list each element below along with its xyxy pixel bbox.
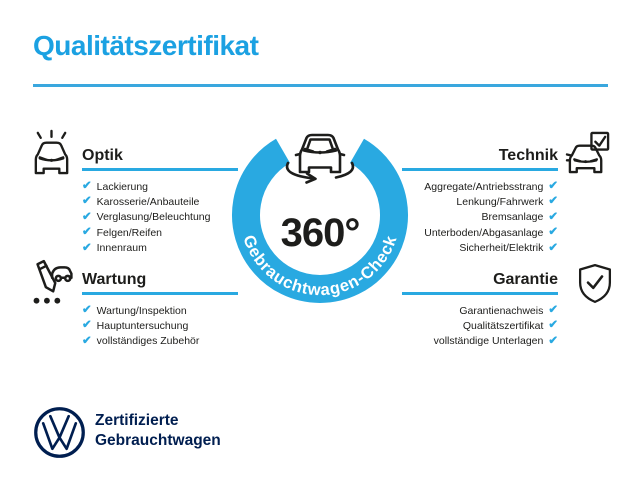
check-icon: ✔ xyxy=(82,241,92,254)
check-icon: ✔ xyxy=(82,303,92,316)
checklist-item-label: Sicherheit/Elektrik xyxy=(459,242,544,255)
checklist-item: Aggregate/Antriebsstrang ✔ xyxy=(342,179,558,194)
page-title: Qualitätszertifikat xyxy=(33,30,259,61)
section-heading-technik: Technik xyxy=(498,147,558,164)
checklist-item: ✔ Hauptuntersuchung xyxy=(82,318,199,333)
garantie-divider xyxy=(402,292,558,295)
footer-line-2: Gebrauchtwagen xyxy=(95,432,221,449)
checklist-item: Qualitätszertifikat ✔ xyxy=(342,318,558,333)
wartung-divider xyxy=(82,292,238,295)
checklist-item-label: Hauptuntersuchung xyxy=(96,320,189,333)
checklist-item-label: Verglasung/Beleuchtung xyxy=(96,211,211,224)
footer-line-1: Zertifizierte xyxy=(95,412,179,429)
optik-checklist: ✔ Lackierung ✔ Karosserie/Anbauteile ✔ Verg… xyxy=(82,179,210,256)
wartung-checklist: ✔ Wartung/Inspektion ✔ Hauptuntersuchung ✔… xyxy=(82,303,199,349)
check-icon: ✔ xyxy=(548,303,558,316)
checklist-item-label: Unterboden/Abgasanlage xyxy=(424,226,544,239)
check-icon: ✔ xyxy=(548,226,558,239)
checklist-item: Bremsanlage ✔ xyxy=(342,210,558,225)
garantie-checklist: Garantienachweis ✔ Qualitätszertifikat ✔ v… xyxy=(342,303,558,349)
badge-ring xyxy=(232,138,408,303)
checklist-item-label: Lenkung/Fahrwerk xyxy=(456,196,544,209)
car-shine-icon xyxy=(34,129,69,175)
check-icon: ✔ xyxy=(82,179,92,192)
check-icon: ✔ xyxy=(82,319,92,332)
checklist-item-label: Felgen/Reifen xyxy=(96,226,163,239)
checklist-item-label: Wartung/Inspektion xyxy=(96,304,187,317)
checklist-item: ✔ Felgen/Reifen xyxy=(82,225,210,240)
checklist-item: ✔ Lackierung xyxy=(82,179,210,194)
checklist-item-label: Lackierung xyxy=(96,180,149,193)
checklist-item-label: vollständiges Zubehör xyxy=(96,335,200,348)
checklist-item: Unterboden/Abgasanlage ✔ xyxy=(342,225,558,240)
section-heading-garantie: Garantie xyxy=(493,271,558,288)
checklist-item: ✔ Wartung/Inspektion xyxy=(82,303,199,318)
360-check-badge: Gebrauchtwagen-Check 360° xyxy=(232,133,408,303)
shield-check-icon xyxy=(578,263,612,304)
section-heading-wartung: Wartung xyxy=(82,271,147,288)
check-icon: ✔ xyxy=(82,195,92,208)
footer-brand-text: Zertifizierte Gebrauchtwagen xyxy=(95,411,221,451)
checklist-item-label: Qualitätszertifikat xyxy=(462,320,544,333)
check-icon: ✔ xyxy=(82,226,92,239)
checklist-item-label: Karosserie/Anbauteile xyxy=(96,196,200,209)
checklist-item-label: Garantienachweis xyxy=(459,304,544,317)
check-icon: ✔ xyxy=(82,210,92,223)
checklist-item: ✔ Innenraum xyxy=(82,241,210,256)
check-icon: ✔ xyxy=(548,241,558,254)
title-divider xyxy=(33,84,608,87)
checklist-item-label: Bremsanlage xyxy=(481,211,544,224)
car-checkbox-icon xyxy=(565,131,610,174)
check-icon: ✔ xyxy=(548,195,558,208)
checklist-item: Sicherheit/Elektrik ✔ xyxy=(342,241,558,256)
checklist-item-label: vollständige Unterlagen xyxy=(433,335,544,348)
check-icon: ✔ xyxy=(548,334,558,347)
technik-divider xyxy=(402,168,558,171)
check-icon: ✔ xyxy=(548,319,558,332)
checklist-item-label: Innenraum xyxy=(96,242,147,255)
car-rotation-icon xyxy=(285,133,355,184)
checklist-item: ✔ Verglasung/Beleuchtung xyxy=(82,210,210,225)
section-heading-optik: Optik xyxy=(82,147,123,164)
degrees-label: 360° xyxy=(281,211,360,255)
checklist-item: ✔ Karosserie/Anbauteile xyxy=(82,194,210,209)
checklist-item: vollständige Unterlagen ✔ xyxy=(342,334,558,349)
optik-divider xyxy=(82,168,238,171)
check-icon: ✔ xyxy=(82,334,92,347)
checklist-item: ✔ vollständiges Zubehör xyxy=(82,334,199,349)
checklist-item: Lenkung/Fahrwerk ✔ xyxy=(342,194,558,209)
checklist-item-label: Aggregate/Antriebsstrang xyxy=(424,180,544,193)
technik-checklist: Aggregate/Antriebsstrang ✔ Lenkung/Fahrwe… xyxy=(342,179,558,256)
vw-logo xyxy=(34,407,85,458)
check-icon: ✔ xyxy=(548,210,558,223)
checklist-item: Garantienachweis ✔ xyxy=(342,303,558,318)
service-note-icon xyxy=(33,259,73,304)
check-icon: ✔ xyxy=(548,179,558,192)
